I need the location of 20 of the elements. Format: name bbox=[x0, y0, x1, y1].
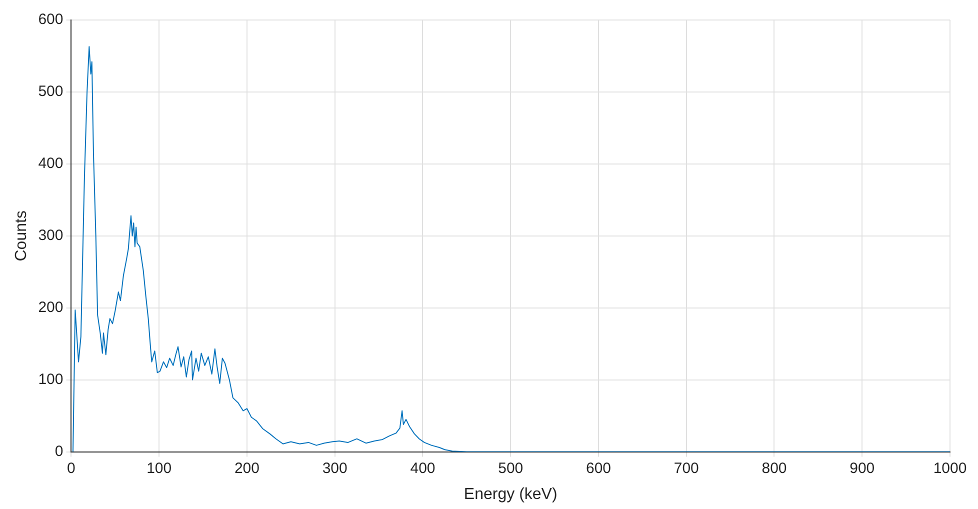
y-tick-label: 500 bbox=[38, 83, 64, 100]
x-tick-label: 300 bbox=[322, 460, 348, 477]
y-tick-label: 0 bbox=[54, 442, 64, 460]
x-tick-label: 500 bbox=[498, 460, 524, 477]
x-tick-label: 0 bbox=[67, 460, 76, 477]
y-tick-label: 300 bbox=[38, 227, 64, 244]
y-tick-label: 400 bbox=[38, 155, 64, 172]
x-tick-label: 700 bbox=[674, 460, 699, 477]
y-tick-label: 200 bbox=[38, 299, 64, 316]
x-axis-title: Energy (keV) bbox=[464, 486, 558, 503]
x-tick-label: 800 bbox=[762, 460, 787, 477]
x-tick-label: 900 bbox=[850, 460, 875, 477]
x-tick-label: 600 bbox=[586, 460, 612, 477]
y-axis-title: Counts bbox=[13, 210, 30, 262]
x-tick-label: 1000 bbox=[933, 460, 967, 477]
x-tick-label: 100 bbox=[146, 460, 172, 477]
x-tick-label: 200 bbox=[234, 460, 260, 477]
y-tick-label: 100 bbox=[38, 370, 64, 388]
y-tick-label: 600 bbox=[38, 11, 64, 28]
x-tick-label: 400 bbox=[410, 460, 436, 477]
